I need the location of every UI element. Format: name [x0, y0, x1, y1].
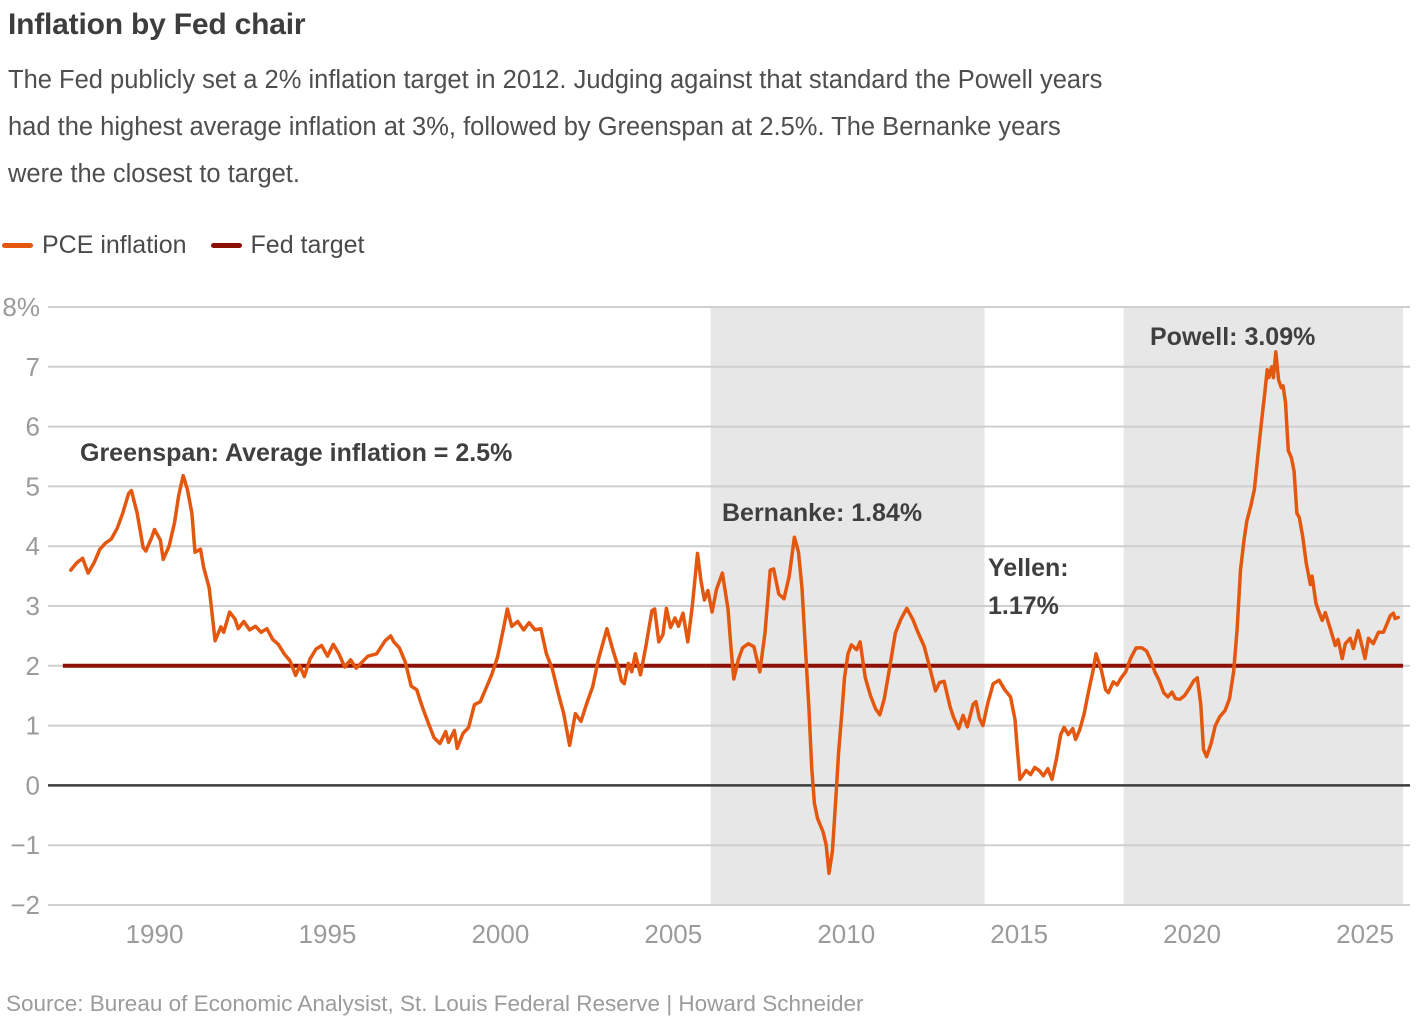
- legend-item-pce-inflation: PCE inflation: [2, 231, 187, 260]
- x-axis-tick-2025: 2025: [1336, 919, 1394, 949]
- subtitle: The Fed publicly set a 2% inflation targ…: [8, 57, 1418, 198]
- y-axis-tick-8%: 8%: [2, 292, 40, 322]
- y-axis-tick-0: 0: [26, 770, 40, 800]
- annotation-powell-line-1: Powell: 3.09%: [1150, 323, 1315, 351]
- y-axis-tick-−1: −1: [10, 830, 40, 860]
- legend-item-fed-target: Fed target: [210, 231, 365, 260]
- y-axis-tick-2: 2: [26, 651, 40, 681]
- y-axis-tick-1: 1: [26, 711, 40, 741]
- source-note: Source: Bureau of Economic Analysist, St…: [6, 991, 864, 1016]
- page-title: Inflation by Fed chair: [8, 8, 306, 41]
- y-axis-tick-7: 7: [26, 352, 40, 382]
- x-axis-tick-1995: 1995: [299, 919, 357, 949]
- annotation-yellen-line-2: 1.17%: [988, 592, 1059, 620]
- x-axis-tick-2005: 2005: [644, 919, 702, 949]
- x-axis-tick-2015: 2015: [990, 919, 1048, 949]
- y-axis-tick-5: 5: [26, 471, 40, 501]
- y-axis-tick-−2: −2: [10, 890, 40, 920]
- subtitle-line-3: were the closest to target.: [8, 160, 300, 188]
- subtitle-line-2: had the highest average inflation at 3%,…: [8, 113, 1061, 141]
- y-axis-tick-6: 6: [26, 412, 40, 442]
- annotation-yellen-line-1: Yellen:: [988, 554, 1069, 582]
- annotation-greenspan-line-1: Greenspan: Average inflation = 2.5%: [80, 439, 512, 467]
- y-axis-tick-4: 4: [26, 531, 40, 561]
- pce-inflation-line-swatch: [2, 243, 33, 248]
- fed-target-line-swatch: [210, 243, 242, 248]
- y-axis-tick-3: 3: [26, 591, 40, 621]
- x-axis-tick-2000: 2000: [471, 919, 529, 949]
- legend: PCE inflation Fed target: [2, 231, 364, 260]
- subtitle-line-1: The Fed publicly set a 2% inflation targ…: [8, 66, 1103, 94]
- x-axis-tick-2010: 2010: [817, 919, 875, 949]
- legend-label-pce-inflation: PCE inflation: [42, 231, 187, 259]
- x-axis-tick-2020: 2020: [1163, 919, 1221, 949]
- pce-inflation-line: [69, 350, 1400, 876]
- annotation-bernanke-line-1: Bernanke: 1.84%: [722, 499, 922, 527]
- x-axis-tick-1990: 1990: [126, 919, 184, 949]
- legend-label-fed-target: Fed target: [250, 231, 365, 259]
